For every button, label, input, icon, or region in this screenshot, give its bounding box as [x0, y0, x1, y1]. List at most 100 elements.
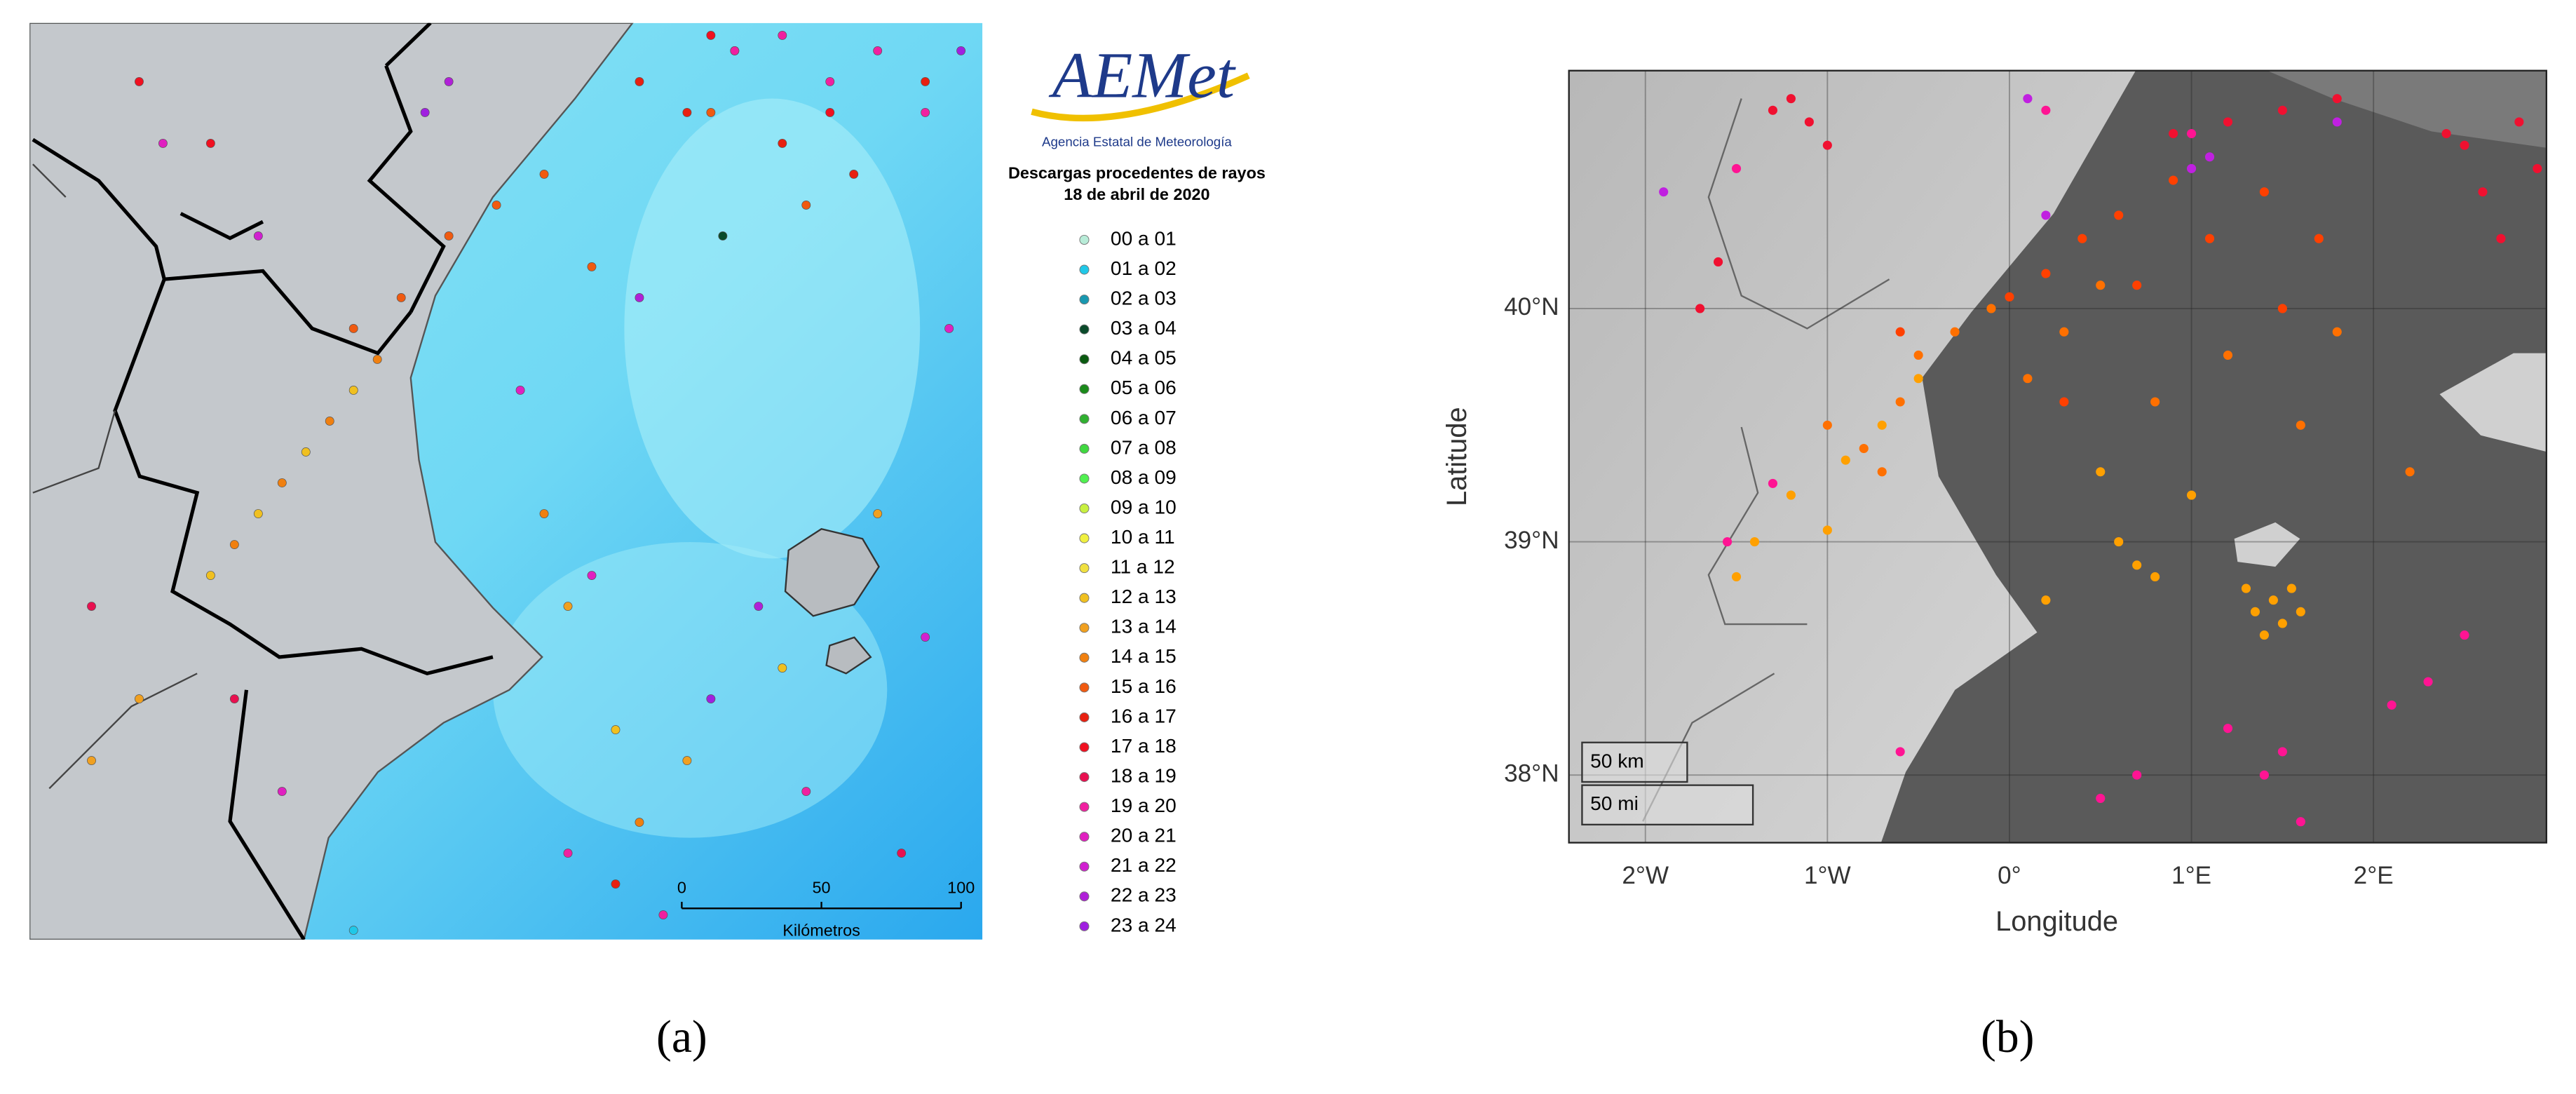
legend-label: 22 a 23 [1111, 884, 1177, 906]
lightning-point [2059, 327, 2069, 337]
lightning-point [587, 262, 597, 271]
lightning-point [1877, 420, 1887, 430]
points-b [1659, 94, 2542, 827]
lightning-point [158, 138, 168, 148]
legend-marker [1079, 832, 1090, 842]
lightning-point [706, 694, 716, 704]
scale-label: 50 mi [1590, 792, 1639, 814]
legend-marker [1079, 563, 1090, 574]
lightning-point [2332, 327, 2342, 337]
scale-tick-label: 100 [947, 878, 975, 896]
lightning-point [229, 694, 239, 704]
lightning-point [515, 386, 525, 395]
legend-label: 06 a 07 [1111, 407, 1177, 428]
legend-label: 08 a 09 [1111, 466, 1177, 488]
lightning-point [205, 138, 215, 148]
lightning-point [1659, 187, 1669, 197]
lightning-point [2114, 537, 2124, 547]
lightning-point [921, 76, 930, 86]
land [2267, 70, 2547, 148]
x-axis-label: Longitude [1995, 906, 2118, 937]
region-border [32, 163, 198, 790]
plot-frame [1568, 69, 2547, 844]
legend-label: 14 a 15 [1111, 645, 1177, 667]
legend-label: 18 a 19 [1111, 764, 1177, 786]
legend-marker [1079, 652, 1090, 663]
lightning-point [2496, 234, 2506, 243]
x-tick-label: 0° [1998, 862, 2021, 889]
logo-swoosh [1031, 72, 1250, 122]
island [825, 636, 872, 675]
legend-marker [1079, 623, 1090, 633]
lightning-point [563, 849, 573, 858]
lightning-point [956, 46, 966, 55]
lightning-point [492, 200, 501, 210]
lightning-point [897, 849, 907, 858]
legend-label: 23 a 24 [1111, 914, 1177, 936]
lightning-point [2096, 467, 2106, 477]
caption: (a) [656, 1012, 707, 1062]
lightning-point [2296, 607, 2305, 616]
scale-tick-label: 0 [677, 878, 686, 896]
lightning-point [1841, 455, 1850, 465]
lightning-point [87, 602, 96, 611]
scale-box [1581, 741, 1688, 783]
lightning-point [801, 200, 811, 210]
lightning-point [2259, 187, 2269, 197]
legend-marker [1079, 682, 1090, 693]
legend-marker [1079, 891, 1090, 902]
x-tick-label: 1°W [1804, 862, 1852, 889]
lightning-point [587, 571, 597, 580]
lightning-point [1895, 397, 1905, 407]
lightning-point [2096, 281, 2106, 290]
x-tick-label: 1°E [2171, 862, 2211, 889]
lightning-point [658, 910, 668, 920]
land [1568, 70, 2136, 843]
lightning-point [1749, 537, 1760, 547]
legend-label: 05 a 06 [1111, 377, 1177, 398]
lightning-point [2387, 700, 2397, 710]
lightning-point [2223, 350, 2233, 360]
lightning-point [135, 76, 144, 86]
lightning-point [135, 694, 144, 704]
lightning-point [348, 324, 358, 333]
x-tick-label: 2°E [2354, 862, 2394, 889]
island [784, 527, 880, 617]
lightning-point [2204, 152, 2215, 162]
lightning-point [301, 447, 311, 457]
lightning-point [2132, 770, 2142, 780]
points-a [87, 30, 966, 936]
lightning-point [396, 293, 406, 302]
legend-label: 16 a 17 [1111, 705, 1177, 727]
legend-marker [1079, 473, 1090, 484]
lightning-point [2187, 490, 2197, 500]
legend-marker [1079, 234, 1090, 245]
lightning-point [1695, 304, 1705, 313]
lightning-point [277, 478, 287, 487]
lightning-point [2478, 187, 2488, 197]
lightning-point [348, 926, 358, 936]
ticks: 2°W 1°W 0° 1°E 2°E 38°N 39°N 40°N [1504, 293, 2394, 889]
legend-label: 20 a 21 [1111, 825, 1177, 846]
lightning-point [849, 169, 859, 179]
lightning-point [1859, 443, 1869, 454]
lightning-point [1768, 478, 1778, 488]
lightning-point [2132, 560, 2142, 570]
legend-marker [1079, 354, 1090, 365]
lightning-point [2223, 117, 2233, 127]
lightning-point [2296, 420, 2305, 430]
lightning-point [325, 417, 334, 426]
lightning-point [2150, 397, 2160, 407]
lightning-point [2533, 163, 2542, 173]
lightning-point [2114, 210, 2124, 220]
lightning-point [2250, 607, 2260, 616]
legend-marker [1079, 384, 1090, 394]
legend-marker [1079, 264, 1090, 275]
x-tick-label: 2°W [1622, 862, 1669, 889]
legend-marker [1079, 593, 1090, 603]
lightning-point [682, 756, 692, 766]
legend-label: 17 a 18 [1111, 735, 1177, 757]
lightning-point [2132, 281, 2142, 290]
